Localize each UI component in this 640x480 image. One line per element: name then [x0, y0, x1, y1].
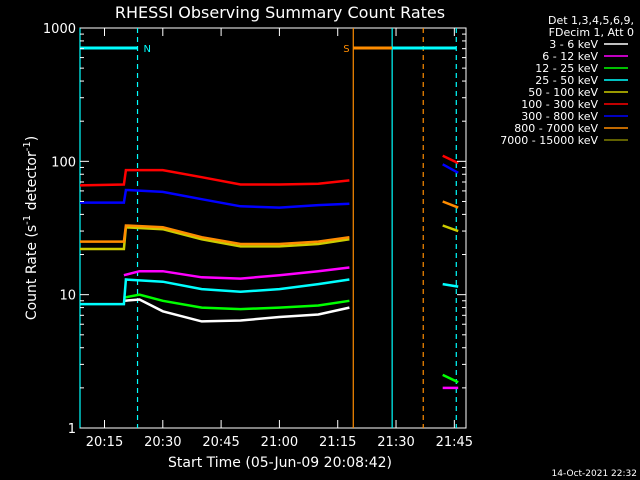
series-line — [123, 293, 350, 311]
legend-header-line: Det 1,3,4,5,6,9, — [548, 14, 634, 27]
series-line — [123, 298, 350, 323]
series-line — [442, 282, 459, 288]
series-line — [80, 278, 350, 306]
footer-timestamp: 14-Oct-2021 22:32 — [552, 469, 637, 479]
series-line — [80, 225, 350, 251]
chart-title: RHESSI Observing Summary Count Rates — [115, 3, 445, 22]
series-line — [123, 266, 350, 280]
series-line — [442, 224, 459, 233]
flag-label: S — [343, 44, 349, 55]
x-tick-label: 20:45 — [202, 435, 239, 450]
x-tick-label: 20:15 — [86, 435, 123, 450]
y-tick-label: 1000 — [43, 22, 76, 37]
series-line — [80, 224, 350, 246]
legend-label: 50 - 100 keV — [528, 86, 598, 99]
series-line — [79, 168, 350, 187]
x-tick-label: 21:45 — [436, 435, 473, 450]
x-tick-label: 21:00 — [261, 435, 298, 450]
series-line — [80, 188, 350, 209]
flag-label: N — [144, 44, 151, 55]
x-tick-label: 21:15 — [319, 435, 356, 450]
series-line — [442, 154, 459, 165]
x-tick-label: 21:30 — [377, 435, 414, 450]
y-axis-label: Count Rate (s-1 detector-1) — [22, 136, 40, 320]
legend-label: 300 - 800 keV — [521, 110, 598, 123]
x-axis: 20:15 20:30 20:45 21:00 21:15 21:30 21:45 — [86, 28, 473, 450]
y-tick-label: 10 — [59, 289, 76, 304]
series-line — [442, 200, 459, 209]
legend-label: 3 - 6 keV — [549, 38, 598, 51]
series-line — [442, 373, 459, 384]
plot-area — [79, 154, 459, 390]
legend-label: 7000 - 15000 keV — [500, 134, 598, 147]
y-tick-label: 1 — [68, 422, 76, 437]
y-tick-label: 100 — [51, 155, 76, 170]
legend-label: 6 - 12 keV — [542, 50, 598, 63]
legend-header: Det 1,3,4,5,6,9,FDecim 1, Att 0 — [548, 14, 634, 39]
legend-label: 100 - 300 keV — [521, 98, 598, 111]
x-axis-label: Start Time (05-Jun-09 20:08:42) — [168, 455, 392, 471]
series-line — [442, 163, 459, 174]
y-axis: 1 10 100 1000 — [43, 22, 466, 437]
legend-label: 25 - 50 keV — [535, 74, 598, 87]
x-tick-label: 20:30 — [144, 435, 181, 450]
legend-header-line: FDecim 1, Att 0 — [549, 26, 634, 39]
legend-label: 12 - 25 keV — [535, 62, 598, 75]
legend-label: 800 - 7000 keV — [514, 122, 598, 135]
